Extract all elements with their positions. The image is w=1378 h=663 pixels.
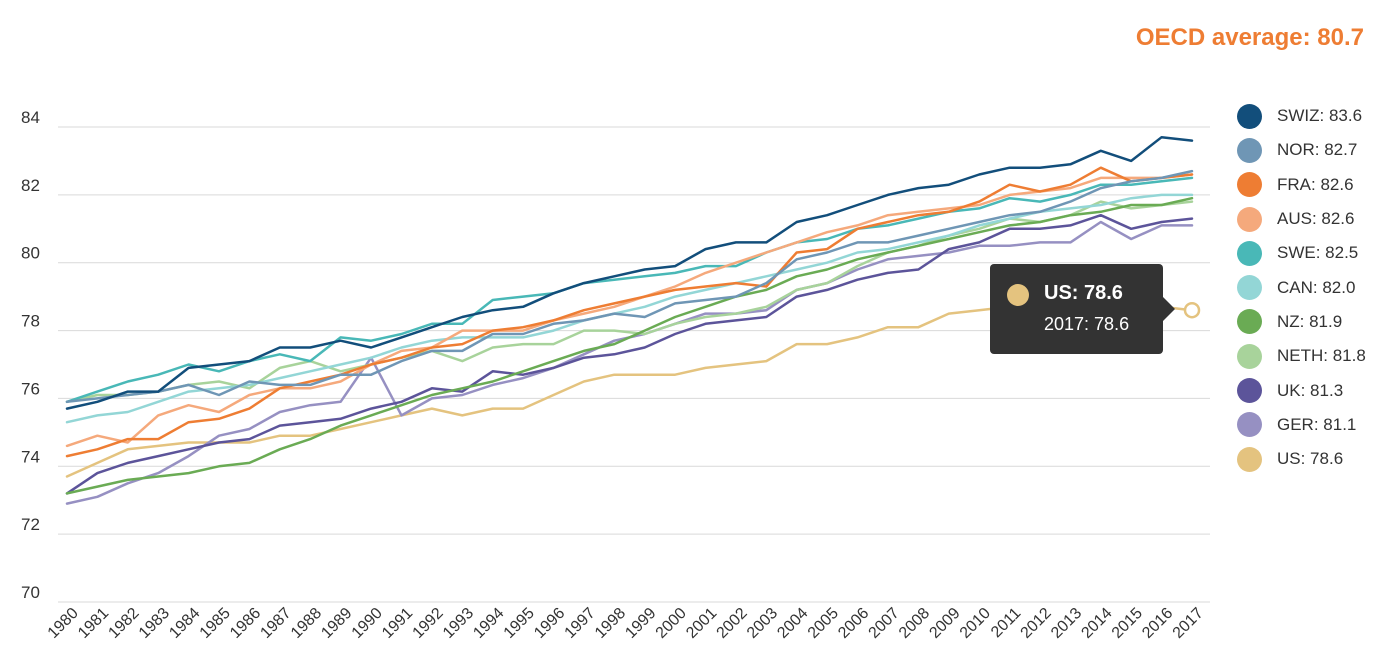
x-tick-label: 2007 <box>866 605 903 642</box>
legend-item-swe[interactable]: SWE: 82.5 <box>1237 236 1366 270</box>
x-tick-label: 1983 <box>136 605 173 642</box>
x-tick-label: 1996 <box>531 605 568 642</box>
x-tick-label: 2008 <box>896 605 933 642</box>
x-tick-label: 1999 <box>622 605 659 642</box>
legend-swatch <box>1237 103 1262 129</box>
highlight-marker <box>1183 301 1201 319</box>
y-tick-label: 82 <box>21 176 40 195</box>
series-lines <box>65 135 1194 505</box>
legend: SWIZ: 83.6 NOR: 82.7 FRA: 82.6 AUS: 82.6 SWE… <box>1237 99 1366 476</box>
legend-label: SWE: 82.5 <box>1277 243 1359 263</box>
x-tick-label: 2014 <box>1078 605 1115 642</box>
x-tick-label: 2012 <box>1018 605 1055 642</box>
y-tick-label: 70 <box>21 583 40 602</box>
legend-label: UK: 81.3 <box>1277 380 1344 400</box>
legend-label: CAN: 82.0 <box>1277 277 1356 297</box>
x-tick-label: 1981 <box>75 605 112 642</box>
series-line-swiz <box>65 135 1194 410</box>
y-axis-ticks: 70 72 74 76 78 80 82 84 <box>21 108 40 602</box>
legend-item-nz[interactable]: NZ: 81.9 <box>1237 305 1366 339</box>
x-tick-label: 1985 <box>197 605 234 642</box>
legend-item-uk[interactable]: UK: 81.3 <box>1237 373 1366 407</box>
legend-item-fra[interactable]: FRA: 82.6 <box>1237 168 1366 202</box>
x-tick-label: 2001 <box>683 605 720 642</box>
x-tick-label: 1987 <box>257 605 294 642</box>
legend-swatch <box>1237 446 1262 472</box>
y-tick-label: 72 <box>21 515 40 534</box>
x-tick-label: 1986 <box>227 605 264 642</box>
tooltip-title: US: 78.6 <box>1044 282 1123 304</box>
y-tick-label: 80 <box>21 244 40 263</box>
tooltip-subtitle: 2017: 78.6 <box>1044 314 1130 334</box>
legend-item-swiz[interactable]: SWIZ: 83.6 <box>1237 99 1366 133</box>
legend-item-neth[interactable]: NETH: 81.8 <box>1237 339 1366 373</box>
x-tick-label: 2009 <box>926 605 963 642</box>
tooltip-swatch <box>1007 284 1029 306</box>
legend-swatch <box>1237 412 1262 438</box>
legend-label: NETH: 81.8 <box>1277 346 1366 366</box>
x-tick-label: 1998 <box>592 605 629 642</box>
x-tick-label: 2005 <box>805 605 842 642</box>
x-tick-label: 1989 <box>318 605 355 642</box>
legend-swatch <box>1237 309 1262 335</box>
legend-label: SWIZ: 83.6 <box>1277 106 1363 126</box>
x-tick-label: 2002 <box>714 605 751 642</box>
legend-swatch <box>1237 275 1262 301</box>
x-tick-label: 1993 <box>440 605 477 642</box>
y-tick-label: 78 <box>21 312 40 331</box>
x-tick-label: 1984 <box>166 605 203 642</box>
legend-swatch <box>1237 378 1262 404</box>
tooltip: US: 78.6 2017: 78.6 <box>990 264 1175 354</box>
x-tick-label: 1992 <box>410 605 447 642</box>
legend-label: AUS: 82.6 <box>1277 209 1355 229</box>
legend-swatch <box>1237 240 1262 266</box>
legend-swatch <box>1237 206 1262 232</box>
legend-swatch <box>1237 137 1262 163</box>
legend-label: US: 78.6 <box>1277 449 1344 469</box>
legend-item-nor[interactable]: NOR: 82.7 <box>1237 133 1366 167</box>
x-tick-label: 2010 <box>957 605 994 642</box>
grid-lines <box>58 126 1210 603</box>
legend-swatch <box>1237 343 1262 369</box>
x-tick-label: 2004 <box>774 605 811 642</box>
series-line-fra <box>65 166 1194 458</box>
x-tick-label: 1988 <box>288 605 325 642</box>
y-tick-label: 74 <box>21 447 40 466</box>
x-tick-label: 2017 <box>1170 605 1207 642</box>
x-tick-label: 2006 <box>835 605 872 642</box>
series-line-can <box>65 193 1194 424</box>
x-tick-label: 1990 <box>349 605 386 642</box>
x-tick-label: 2015 <box>1109 605 1146 642</box>
x-tick-label: 2013 <box>1048 605 1085 642</box>
x-tick-label: 1991 <box>379 605 416 642</box>
legend-item-us[interactable]: US: 78.6 <box>1237 442 1366 476</box>
series-line-nor <box>65 169 1194 404</box>
x-tick-label: 1994 <box>470 605 507 642</box>
x-axis-ticks: 1980198119821983198419851986198719881989… <box>45 605 1207 642</box>
oecd-average-label: OECD average: 80.7 <box>1135 24 1364 51</box>
legend-label: NZ: 81.9 <box>1277 311 1343 331</box>
legend-label: GER: 81.1 <box>1277 414 1357 434</box>
legend-swatch <box>1237 172 1262 198</box>
series-line-uk <box>65 213 1194 495</box>
x-tick-label: 1980 <box>45 605 82 642</box>
series-line-nz <box>65 196 1194 495</box>
series-line-aus <box>65 173 1194 448</box>
legend-label: FRA: 82.6 <box>1277 174 1354 194</box>
y-tick-label: 76 <box>21 379 40 398</box>
highlight-point <box>1183 301 1201 319</box>
x-tick-label: 1997 <box>562 605 599 642</box>
x-tick-label: 2011 <box>988 605 1024 641</box>
x-tick-label: 2003 <box>744 605 781 642</box>
x-tick-label: 1982 <box>105 605 142 642</box>
x-tick-label: 1995 <box>501 605 538 642</box>
legend-item-aus[interactable]: AUS: 82.6 <box>1237 202 1366 236</box>
y-tick-label: 84 <box>21 108 40 127</box>
legend-label: NOR: 82.7 <box>1277 140 1358 160</box>
x-tick-label: 2016 <box>1139 605 1176 642</box>
legend-item-ger[interactable]: GER: 81.1 <box>1237 408 1366 442</box>
legend-item-can[interactable]: CAN: 82.0 <box>1237 270 1366 304</box>
x-tick-label: 2000 <box>653 605 690 642</box>
